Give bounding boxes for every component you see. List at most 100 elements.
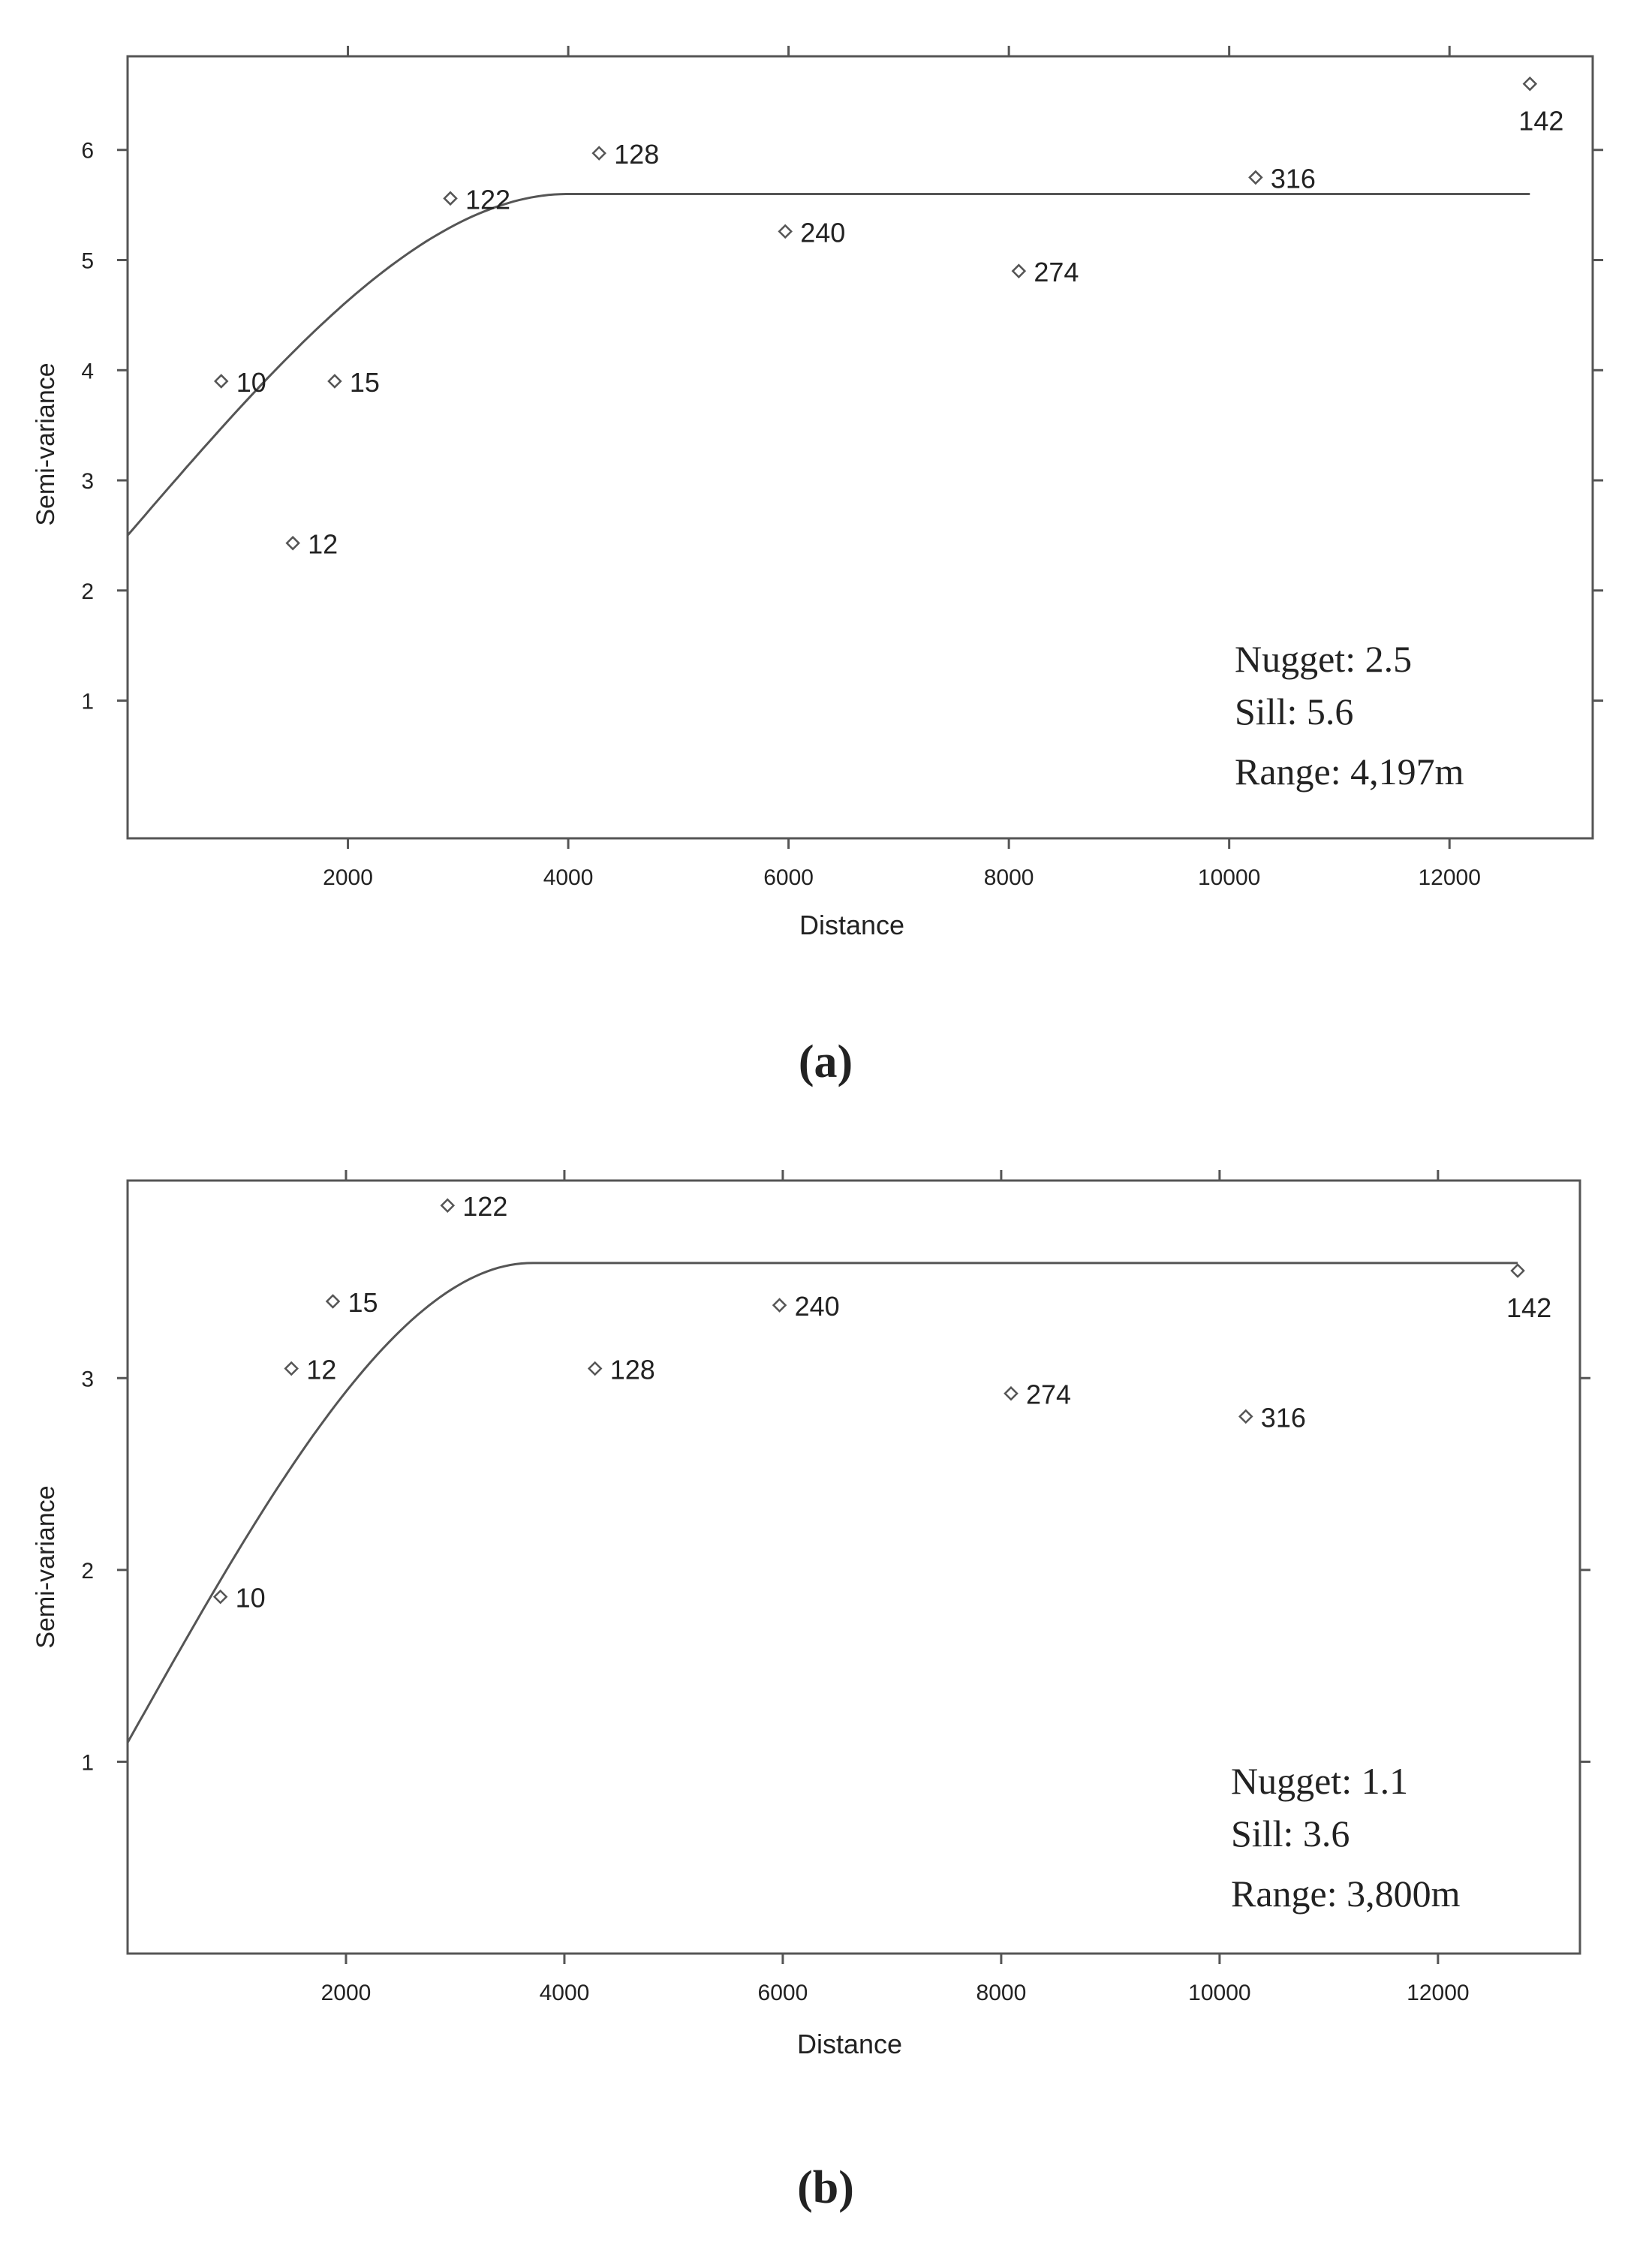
point-label: 128	[614, 139, 659, 170]
point-label: 316	[1261, 1402, 1306, 1433]
point-marker	[212, 1589, 228, 1605]
data-point: 128	[591, 139, 659, 170]
data-point: 12	[284, 1354, 336, 1385]
point-marker	[1004, 1385, 1019, 1401]
y-tick-label: 1	[81, 690, 94, 714]
x-tick-label: 8000	[976, 1981, 1027, 2005]
point-marker	[440, 1198, 456, 1213]
point-label: 274	[1034, 257, 1079, 287]
y-tick-label: 5	[81, 249, 94, 274]
point-label: 122	[462, 1191, 507, 1222]
y-axis-label: Semi-variance	[32, 362, 60, 525]
point-marker	[327, 374, 342, 389]
range-stat: Range: 3,800m	[1231, 1873, 1461, 1915]
panel-label-b: (b)	[797, 2162, 854, 2213]
data-point: 240	[772, 1291, 840, 1322]
point-label: 15	[348, 1287, 378, 1318]
x-tick-label: 8000	[984, 865, 1034, 890]
data-point: 128	[587, 1354, 655, 1385]
x-tick-label: 2000	[321, 1981, 372, 2005]
point-marker	[213, 374, 229, 389]
plot-frame	[126, 1179, 1581, 1955]
data-point: 15	[327, 367, 380, 398]
semivariance-points: 10 12 15 122 128 240 274 316 142	[212, 1191, 1551, 1614]
point-marker	[587, 1361, 603, 1376]
point-marker	[1011, 263, 1027, 278]
point-marker	[591, 146, 606, 161]
point-label: 10	[236, 1583, 266, 1614]
data-point: 142	[1506, 1263, 1551, 1323]
point-marker	[325, 1294, 341, 1309]
y-tick-label: 1	[81, 1750, 94, 1775]
point-marker	[1510, 1263, 1525, 1278]
y-tick-label: 6	[81, 139, 94, 164]
x-tick-label: 6000	[758, 1981, 808, 2005]
point-label: 142	[1518, 106, 1563, 137]
y-axis-label: Semi-variance	[32, 1485, 60, 1648]
model-stats: Nugget: 1.1 Sill: 3.6 Range: 3,800m	[1231, 1760, 1461, 1915]
data-point: 316	[1238, 1402, 1306, 1433]
y-tick-label: 3	[81, 469, 94, 494]
data-point: 15	[325, 1287, 378, 1318]
sill-stat: Sill: 5.6	[1235, 690, 1353, 732]
nugget-stat: Nugget: 2.5	[1235, 638, 1412, 680]
x-tick-label: 6000	[763, 865, 814, 890]
point-marker	[772, 1298, 787, 1313]
data-point: 12	[285, 529, 338, 560]
y-tick-label: 4	[81, 359, 94, 384]
x-tick-label: 4000	[543, 865, 594, 890]
spherical-model-curve	[126, 193, 1530, 537]
point-marker	[284, 1361, 299, 1376]
data-point: 122	[440, 1191, 507, 1222]
semivariance-points: 10 12 15 122 128 240 274 316 142	[213, 76, 1563, 560]
x-axis-label: Distance	[797, 2029, 902, 2059]
data-point: 240	[778, 217, 845, 248]
x-tick-label: 2000	[323, 865, 373, 890]
x-axis-label: Distance	[799, 910, 904, 940]
point-label: 316	[1271, 163, 1316, 194]
point-marker	[1248, 170, 1263, 185]
point-marker	[778, 224, 793, 239]
point-label: 122	[465, 184, 510, 215]
point-label: 12	[306, 1354, 336, 1385]
y-tick-label: 2	[81, 579, 94, 604]
y-tick-label: 3	[81, 1367, 94, 1391]
data-point: 10	[212, 1583, 266, 1614]
point-marker	[1522, 76, 1538, 92]
point-label: 12	[308, 529, 338, 560]
sill-stat: Sill: 3.6	[1231, 1812, 1350, 1854]
point-label: 128	[610, 1354, 655, 1385]
panel-label-a: (a)	[799, 1036, 853, 1087]
x-tick-label: 4000	[540, 1981, 590, 2005]
data-point: 274	[1011, 257, 1079, 287]
data-point: 10	[213, 367, 266, 398]
point-label: 240	[800, 217, 845, 248]
x-tick-label: 12000	[1407, 1981, 1469, 2005]
point-label: 142	[1506, 1292, 1551, 1323]
point-marker	[285, 535, 300, 551]
point-marker	[1238, 1409, 1253, 1424]
spherical-model-curve	[126, 1262, 1518, 1743]
nugget-stat: Nugget: 1.1	[1231, 1760, 1408, 1802]
point-label: 10	[236, 367, 266, 398]
point-marker	[443, 191, 458, 206]
point-label: 274	[1026, 1379, 1071, 1410]
point-label: 240	[795, 1291, 840, 1322]
x-tick-label: 10000	[1188, 1981, 1250, 2005]
point-label: 15	[350, 367, 380, 398]
x-tick-label: 10000	[1198, 865, 1260, 890]
y-tick-label: 2	[81, 1559, 94, 1584]
data-point: 274	[1004, 1379, 1071, 1410]
data-point: 122	[443, 184, 510, 215]
plot-frame	[126, 55, 1594, 840]
model-stats: Nugget: 2.5 Sill: 5.6 Range: 4,197m	[1235, 638, 1464, 793]
x-tick-label: 12000	[1418, 865, 1480, 890]
data-point: 142	[1518, 76, 1563, 137]
range-stat: Range: 4,197m	[1235, 751, 1464, 793]
data-point: 316	[1248, 163, 1316, 194]
